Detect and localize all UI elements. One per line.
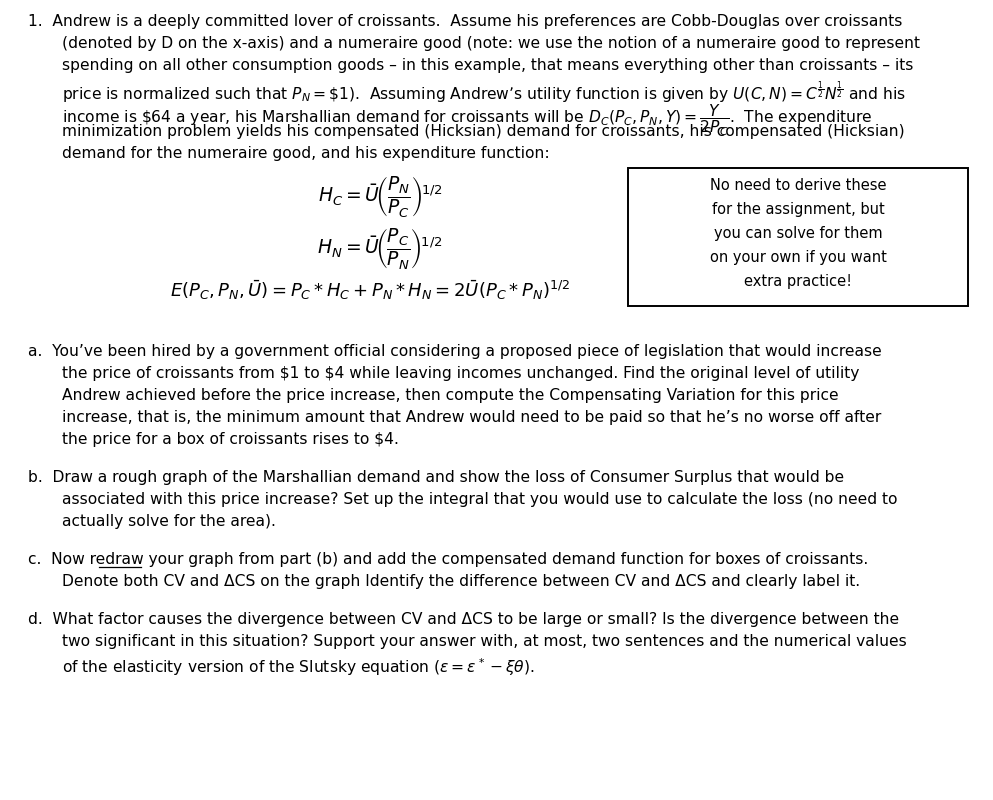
FancyBboxPatch shape bbox=[628, 168, 968, 306]
Text: of the elasticity version of the Slutsky equation ($\varepsilon = \varepsilon^* : of the elasticity version of the Slutsky… bbox=[62, 656, 534, 678]
Text: Denote both CV and ΔCS on the graph Identify the difference between CV and ΔCS a: Denote both CV and ΔCS on the graph Iden… bbox=[62, 574, 860, 589]
Text: income is $\$64$ a year, his Marshallian demand for croissants will be $D_C(P_C,: income is $\$64$ a year, his Marshallian… bbox=[62, 102, 873, 138]
Text: the price for a box of croissants rises to \$4.: the price for a box of croissants rises … bbox=[62, 432, 399, 447]
Text: c.  Now redraw your graph from part (b) and add the compensated demand function : c. Now redraw your graph from part (b) a… bbox=[28, 552, 868, 567]
Text: minimization problem yields his compensated (Hicksian) demand for croissants, hi: minimization problem yields his compensa… bbox=[62, 124, 905, 139]
Text: $H_C = \bar{U}\!\left(\dfrac{P_N}{P_C}\right)^{\!1/2}$: $H_C = \bar{U}\!\left(\dfrac{P_N}{P_C}\r… bbox=[318, 174, 442, 219]
Text: 1.  Andrew is a deeply committed lover of croissants.  Assume his preferences ar: 1. Andrew is a deeply committed lover of… bbox=[28, 14, 903, 29]
Text: d.  What factor causes the divergence between CV and ΔCS to be large or small? I: d. What factor causes the divergence bet… bbox=[28, 612, 899, 627]
Text: the price of croissants from \$1 to \$4 while leaving incomes unchanged. Find th: the price of croissants from \$1 to \$4 … bbox=[62, 366, 859, 381]
Text: Andrew achieved before the price increase, then compute the Compensating Variati: Andrew achieved before the price increas… bbox=[62, 388, 839, 403]
Text: $H_N = \bar{U}\!\left(\dfrac{P_C}{P_N}\right)^{\!1/2}$: $H_N = \bar{U}\!\left(\dfrac{P_C}{P_N}\r… bbox=[318, 226, 443, 271]
Text: (denoted by D on the x-axis) and a numeraire good (note: we use the notion of a : (denoted by D on the x-axis) and a numer… bbox=[62, 36, 920, 51]
Text: spending on all other consumption goods – in this example, that means everything: spending on all other consumption goods … bbox=[62, 58, 914, 73]
Text: for the assignment, but: for the assignment, but bbox=[712, 202, 885, 217]
Text: b.  Draw a rough graph of the Marshallian demand and show the loss of Consumer S: b. Draw a rough graph of the Marshallian… bbox=[28, 470, 844, 485]
Text: No need to derive these: No need to derive these bbox=[710, 178, 886, 193]
Text: demand for the numeraire good, and his expenditure function:: demand for the numeraire good, and his e… bbox=[62, 146, 549, 161]
Text: extra practice!: extra practice! bbox=[744, 274, 852, 289]
Text: price is normalized such that $P_N = \$1$).  Assuming Andrew’s utility function : price is normalized such that $P_N = \$1… bbox=[62, 80, 906, 106]
Text: you can solve for them: you can solve for them bbox=[714, 226, 883, 241]
Text: associated with this price increase? Set up the integral that you would use to c: associated with this price increase? Set… bbox=[62, 492, 898, 507]
Text: on your own if you want: on your own if you want bbox=[710, 250, 887, 265]
Text: $E(P_C, P_N, \bar{U}) = P_C * H_C + P_N * H_N = 2\bar{U}(P_C * P_N)^{1/2}$: $E(P_C, P_N, \bar{U}) = P_C * H_C + P_N … bbox=[170, 278, 570, 302]
Text: two significant in this situation? Support your answer with, at most, two senten: two significant in this situation? Suppo… bbox=[62, 634, 907, 649]
Text: a.  You’ve been hired by a government official considering a proposed piece of l: a. You’ve been hired by a government off… bbox=[28, 344, 882, 359]
Text: increase, that is, the minimum amount that Andrew would need to be paid so that : increase, that is, the minimum amount th… bbox=[62, 410, 881, 425]
Text: actually solve for the area).: actually solve for the area). bbox=[62, 514, 276, 529]
